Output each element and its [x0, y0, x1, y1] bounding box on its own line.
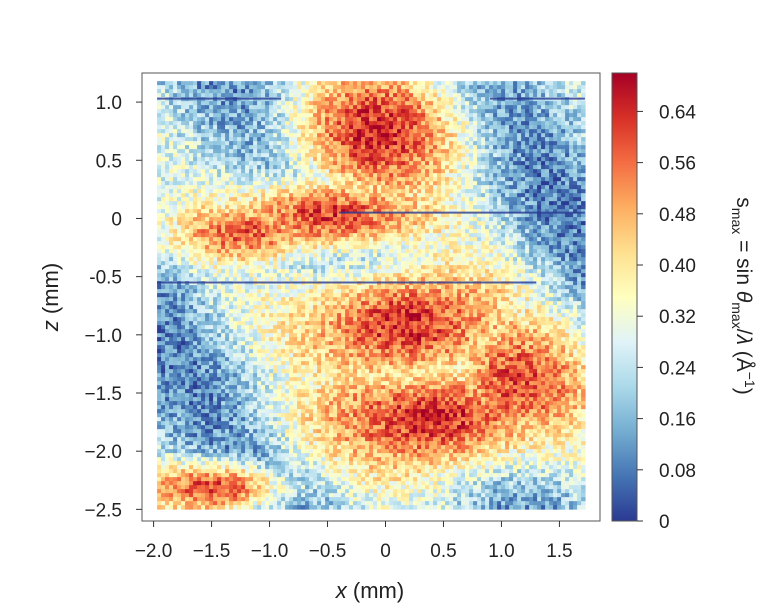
- colorbar-tick-label: 0.24: [659, 358, 696, 379]
- x-tick-label: 1.5: [546, 541, 572, 562]
- plot-frame: [141, 72, 601, 522]
- colorbar-label-unit: (Å: [732, 345, 755, 372]
- y-tick-label: −2.5: [84, 500, 122, 521]
- x-tick-label: −1.5: [193, 541, 231, 562]
- colorbar-tick-label: 0.08: [659, 461, 696, 482]
- colorbar-tick-label: 0.48: [659, 205, 696, 226]
- y-axis-label: z (mm): [38, 263, 63, 332]
- colorbar-label-lambda: λ: [732, 334, 755, 345]
- y-axis-label-var: z: [38, 320, 63, 332]
- x-axis-label-var: x: [335, 578, 348, 603]
- y-tick-label: -0.5: [89, 268, 122, 289]
- y-tick-label: 1.0: [96, 93, 122, 114]
- colorbar-tick-label: 0.16: [659, 410, 696, 431]
- y-tick-label: 0: [111, 209, 122, 230]
- x-tick-label: −2.0: [135, 541, 173, 562]
- y-axis: 1.0 0.5 0 -0.5 −1.0 −1.5 −2.0 −2.5: [84, 93, 142, 521]
- heatmap-image: [157, 81, 586, 510]
- y-tick-label: −1.5: [84, 384, 122, 405]
- x-axis-label: x (mm): [335, 578, 404, 603]
- x-tick-label: 0: [380, 541, 391, 562]
- x-tick-label: −0.5: [309, 541, 347, 562]
- colorbar-label-slash: /: [732, 329, 755, 335]
- x-axis: −2.0 −1.5 −1.0 −0.5 0 0.5 1.0 1.5: [135, 521, 573, 562]
- colorbar-label-s: s: [732, 197, 755, 208]
- colorbar-label-sup: −1: [742, 372, 758, 388]
- x-axis-label-unit: (mm): [347, 578, 404, 603]
- colorbar-label-theta: θ: [732, 291, 755, 303]
- colorbar-tick-label: 0.64: [659, 102, 696, 123]
- x-tick-label: −1.0: [251, 541, 289, 562]
- x-tick-label: 1.0: [488, 541, 514, 562]
- y-tick-label: −2.0: [84, 442, 122, 463]
- colorbar-tick-label: 0.32: [659, 307, 696, 328]
- colorbar-label: smax = sin θmax/λ (Å−1): [729, 197, 758, 394]
- y-tick-label: 0.5: [96, 151, 122, 172]
- colorbar-tick-label: 0.40: [659, 256, 696, 277]
- colorbar-label-sub1: max: [729, 208, 745, 234]
- colorbar-label-close: ): [732, 388, 755, 395]
- colorbar-tick-label: 0: [659, 512, 670, 533]
- x-tick-label: 0.5: [430, 541, 456, 562]
- colorbar-label-eq: = sin: [732, 234, 755, 291]
- colorbar: [611, 72, 638, 522]
- y-axis-label-unit: (mm): [38, 263, 63, 320]
- colorbar-label-sub2: max: [729, 302, 745, 328]
- y-tick-label: −1.0: [84, 326, 122, 347]
- colorbar-tick-label: 0.56: [659, 154, 696, 175]
- colorbar-axis: 0 0.08 0.16 0.24 0.32 0.40 0.48 0.56 0.64: [637, 102, 696, 533]
